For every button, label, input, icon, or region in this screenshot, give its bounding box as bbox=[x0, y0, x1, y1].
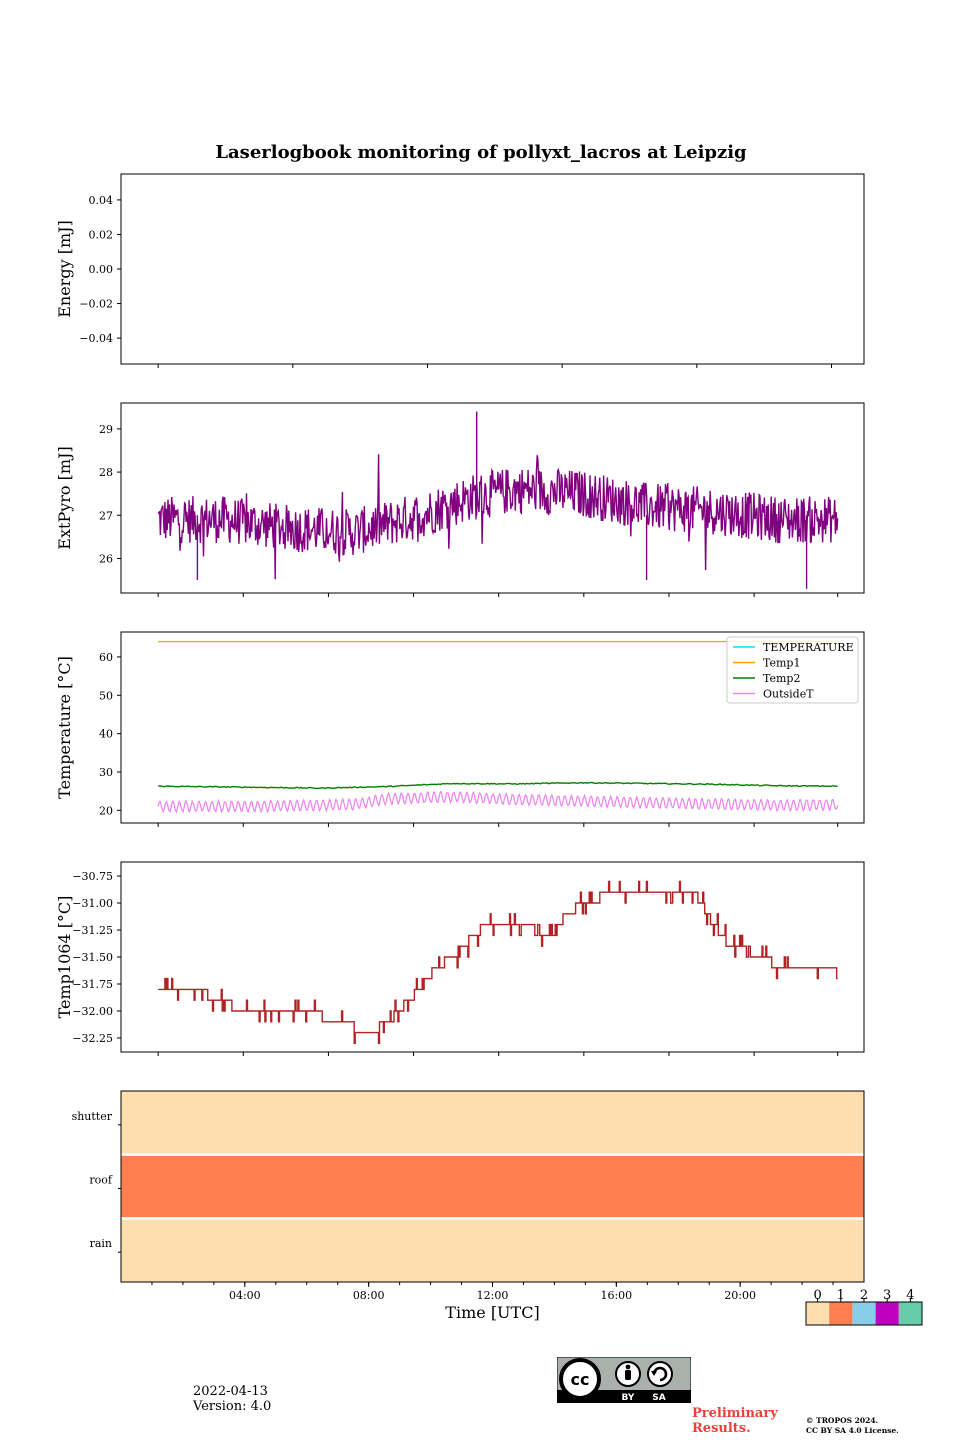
temp1064-ytick-label: −32.25 bbox=[72, 1032, 113, 1045]
temp1064-ytick-label: −32.00 bbox=[72, 1005, 113, 1018]
extpyro-ytick-label: 29 bbox=[99, 423, 113, 436]
colorbar-tick-label: 2 bbox=[860, 1288, 868, 1303]
temp2-series-line bbox=[158, 781, 838, 790]
colorbar-segment-4 bbox=[898, 1302, 922, 1325]
footer-date: 2022-04-13 bbox=[193, 1384, 268, 1399]
status-xtick-label: 12:00 bbox=[477, 1289, 509, 1302]
extpyro-axes-frame bbox=[120, 402, 865, 594]
badge-sa-label: SA bbox=[652, 1393, 665, 1403]
colorbar-frame bbox=[805, 1301, 923, 1326]
temperature-ytick-label: 40 bbox=[99, 728, 113, 741]
copyright-line-2: CC BY SA 4.0 License. bbox=[806, 1426, 899, 1435]
chart-title: Laserlogbook monitoring of pollyxt_lacro… bbox=[215, 142, 747, 163]
status-row-label-rain: rain bbox=[90, 1237, 112, 1250]
status-xtick-label: 08:00 bbox=[353, 1289, 385, 1302]
preliminary-line-2: Results. bbox=[692, 1421, 751, 1436]
colorbar-segment-1 bbox=[829, 1302, 853, 1325]
sa-share-alike-icon bbox=[647, 1361, 673, 1387]
cc-by-sa-badge-icon: cc BY SA bbox=[557, 1357, 691, 1403]
temp1064-ytick-label: −31.75 bbox=[72, 978, 113, 991]
temp1064-series-line bbox=[158, 880, 838, 1045]
extpyro-ytick-label: 27 bbox=[99, 509, 113, 522]
footer-version: Version: 4.0 bbox=[193, 1399, 272, 1414]
temperature-ytick-label: 30 bbox=[99, 766, 113, 779]
extpyro-ylabel: ExtPyro [mJ] bbox=[55, 446, 74, 549]
colorbar-tick-label: 3 bbox=[883, 1288, 891, 1303]
svg-text:cc: cc bbox=[571, 1370, 590, 1389]
status-xtick-label: 20:00 bbox=[724, 1289, 756, 1302]
energy-ylabel: Energy [mJ] bbox=[55, 220, 74, 318]
legend-label-temp2: Temp2 bbox=[763, 672, 800, 685]
copyright-line-1: © TROPOS 2024. bbox=[806, 1416, 879, 1425]
temp1064-ytick-label: −31.00 bbox=[72, 897, 113, 910]
copyright-note: © TROPOS 2024. CC BY SA 4.0 License. bbox=[806, 1416, 899, 1436]
status-cell-roof bbox=[121, 1154, 864, 1219]
legend-box bbox=[726, 636, 859, 704]
temp1064-ytick-label: −31.25 bbox=[72, 924, 113, 937]
temperature-panel: 20 30 40 50 60 Temperature [°C] TEMPERATURE Tem… bbox=[55, 631, 865, 827]
temperature-axes-frame bbox=[120, 631, 865, 824]
status-cell-shutter bbox=[121, 1091, 864, 1155]
colorbar-segment-3 bbox=[875, 1302, 899, 1325]
energy-ytick-label: 0.00 bbox=[89, 263, 114, 276]
footer-info: 2022-04-13 Version: 4.0 bbox=[193, 1384, 271, 1414]
x-axis-label: Time [UTC] bbox=[445, 1303, 539, 1322]
extpyro-ytick-label: 28 bbox=[99, 466, 113, 479]
preliminary-line-1: Preliminary bbox=[692, 1406, 778, 1421]
energy-ytick-label: −0.02 bbox=[79, 298, 113, 311]
temperature-ytick-label: 20 bbox=[99, 804, 113, 817]
colorbar-tick-label: 1 bbox=[837, 1288, 845, 1303]
temperature-ytick-label: 50 bbox=[99, 689, 113, 702]
colorbar-tick-label: 4 bbox=[906, 1288, 914, 1303]
preliminary-note: Preliminary Results. bbox=[692, 1406, 778, 1436]
energy-ytick-label: −0.04 bbox=[79, 332, 113, 345]
temp1064-ytick-label: −31.50 bbox=[72, 951, 113, 964]
colorbar-segment-0 bbox=[806, 1302, 830, 1325]
extpyro-panel: 26 27 28 29 ExtPyro [mJ] bbox=[55, 402, 865, 597]
extpyro-ytick-label: 26 bbox=[99, 552, 113, 565]
energy-panel: 0.04 0.02 0.00 −0.02 −0.04 Energy [mJ] bbox=[55, 173, 865, 368]
legend-label-temp1: Temp1 bbox=[763, 657, 800, 670]
outsideT-series-line bbox=[157, 790, 839, 814]
status-row-label-shutter: shutter bbox=[72, 1110, 113, 1123]
energy-ytick-label: 0.04 bbox=[89, 194, 114, 207]
status-panel: shutter roof rain 04:00 08:00 12:00 16:00 20:00… bbox=[72, 1090, 865, 1322]
energy-axes-frame bbox=[120, 173, 865, 365]
colorbar-tick-label: 0 bbox=[813, 1288, 821, 1303]
legend-label-temperature: TEMPERATURE bbox=[763, 641, 854, 654]
extpyro-series-line bbox=[157, 411, 839, 589]
badge-by-label: BY bbox=[622, 1393, 635, 1403]
legend-label-outsidet: OutsideT bbox=[763, 688, 814, 701]
temp1064-ylabel: Temp1064 [°C] bbox=[55, 896, 74, 1019]
status-xtick-label: 16:00 bbox=[600, 1289, 632, 1302]
energy-ytick-label: 0.02 bbox=[89, 228, 114, 241]
status-xtick-label: 04:00 bbox=[229, 1289, 261, 1302]
status-cell-rain bbox=[121, 1218, 864, 1282]
temperature-ylabel: Temperature [°C] bbox=[55, 656, 74, 799]
temperature-ytick-label: 60 bbox=[99, 651, 113, 664]
temp1064-panel: −30.75 −31.00 −31.25 −31.50 −31.75 −32.00 −32.… bbox=[55, 861, 865, 1056]
colorbar-segment-2 bbox=[852, 1302, 876, 1325]
status-row-label-roof: roof bbox=[89, 1174, 113, 1187]
temp1064-ytick-label: −30.75 bbox=[72, 870, 113, 883]
cc-icon bbox=[559, 1358, 601, 1400]
